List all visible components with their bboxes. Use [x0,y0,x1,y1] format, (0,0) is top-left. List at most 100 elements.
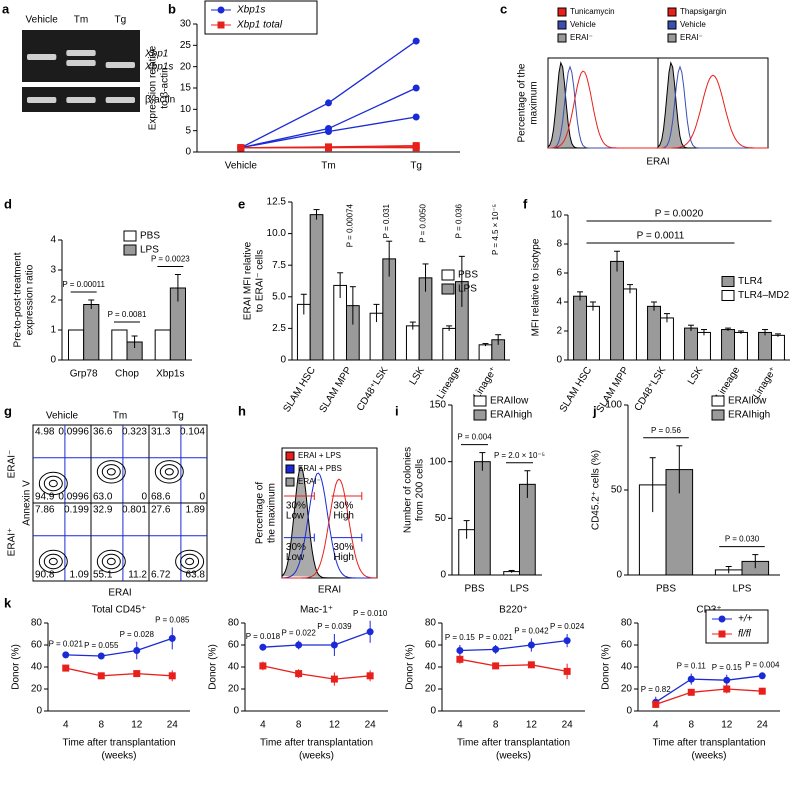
annotation: P = 0.0081 [108,310,147,319]
gate-label: High [333,511,354,522]
quadrant-value: 0.323 [122,427,147,438]
contour [154,460,184,484]
y-tick-label: 60 [621,640,633,651]
y-tick-label: 2.5 [272,323,286,334]
y-axis-label: Expression relative [148,45,159,130]
panel-label: f [523,196,528,211]
bar [68,329,85,361]
annotation: P = 0.021 [478,633,513,642]
quadrant-value: 0 [141,492,147,503]
legend-marker [718,630,726,638]
panel-label: a [2,1,10,16]
panel-label: e [238,196,245,211]
bar [573,295,587,361]
x-tick-label: Xbp1s [156,369,184,380]
bar [83,304,100,361]
quadrant-value: 63.8 [186,570,206,581]
y-tick-label: 20 [31,684,43,695]
series-line [459,658,568,673]
point [133,647,141,654]
point [563,667,571,675]
row-label: ERAI⁻ [7,450,18,479]
point [687,688,695,696]
contour [175,549,205,574]
gel-band [27,97,57,103]
lane-label: Tm [74,15,88,26]
y-tick-label: 80 [425,618,437,629]
legend-label: ERAIlow [728,396,767,407]
contour [180,553,200,570]
point [295,641,303,649]
annotation: P = 0.039 [317,622,352,631]
gate-label: Low [286,552,305,563]
point [330,641,338,649]
contour [96,549,126,574]
point [330,675,338,683]
quadrant-value: 32.9 [93,505,113,516]
annotation: P = 4.5 × 10⁻⁵ [491,204,500,255]
x-tick-label: 4 [457,720,463,731]
bar [647,305,661,361]
histogram-curve [658,74,768,149]
bar [734,331,748,361]
y-tick-label: 3 [50,265,56,276]
histogram-curve [282,472,377,579]
point [259,643,267,651]
lane-label: Tg [114,15,126,26]
annotation: P = 0.0023 [151,255,190,264]
series-line [65,637,173,657]
band-label: β-actin [145,95,175,106]
x-tick-label: 24 [167,720,179,731]
y-tick-label: 60 [425,640,437,651]
y-tick-label: 60 [31,640,43,651]
y-tick-label: 25 [180,40,192,51]
x-tick-label: LSK [686,365,706,387]
x-tick-label: 24 [365,720,377,731]
annotation: P = 0.82 [641,685,671,694]
point [456,655,464,663]
x-tick-label: PBS [464,584,484,595]
lane-label: Vehicle [26,15,59,26]
legend-label: ERAI⁻ [298,477,321,486]
row-label: ERAI⁺ [7,528,18,557]
x-axis-label: ERAI [318,585,341,596]
x-tick-label: SLAM HSC [282,365,318,414]
y-axis-label: the maximum [267,483,278,543]
legend-swatch [557,33,567,43]
contour [164,468,174,476]
contour [106,468,116,476]
y-tick-label: 80 [621,618,633,629]
legend-label: Xbp1 total [236,20,283,31]
annotation: P = 0.11 [677,662,707,671]
y-tick-label: 4 [556,297,562,308]
bar [405,325,420,361]
quadrant-value: 0.0996 [58,492,89,503]
contour [101,464,121,480]
series-line [65,667,173,677]
legend-label: Thapsigargin [680,7,726,16]
point [456,647,464,654]
legend-swatch [473,395,487,407]
legend-label: ERAI + LPS [298,451,341,460]
x-tick-label: LPS [510,584,529,595]
quadrant-value: 0.801 [122,505,147,516]
quadrant-value: 4.98 [35,427,55,438]
point [412,84,420,92]
y-tick-label: 50 [435,513,447,524]
contour [43,475,63,492]
contour [185,557,195,566]
x-tick-label: 4 [653,720,659,731]
quadrant-value: 6.72 [151,570,171,581]
bar [697,331,711,361]
panel-label: g [4,403,12,418]
y-tick-label: 2 [556,326,562,337]
y-tick-label: 0 [233,706,239,717]
legend-swatch [557,7,567,17]
quadrant-value: 55.1 [93,570,113,581]
legend-marker [217,6,225,14]
point [412,37,420,45]
legend-swatch [721,290,735,301]
y-axis-label: Percentage of the [517,63,528,142]
y-tick-label: 10.0 [267,228,287,239]
series-line [655,688,763,706]
